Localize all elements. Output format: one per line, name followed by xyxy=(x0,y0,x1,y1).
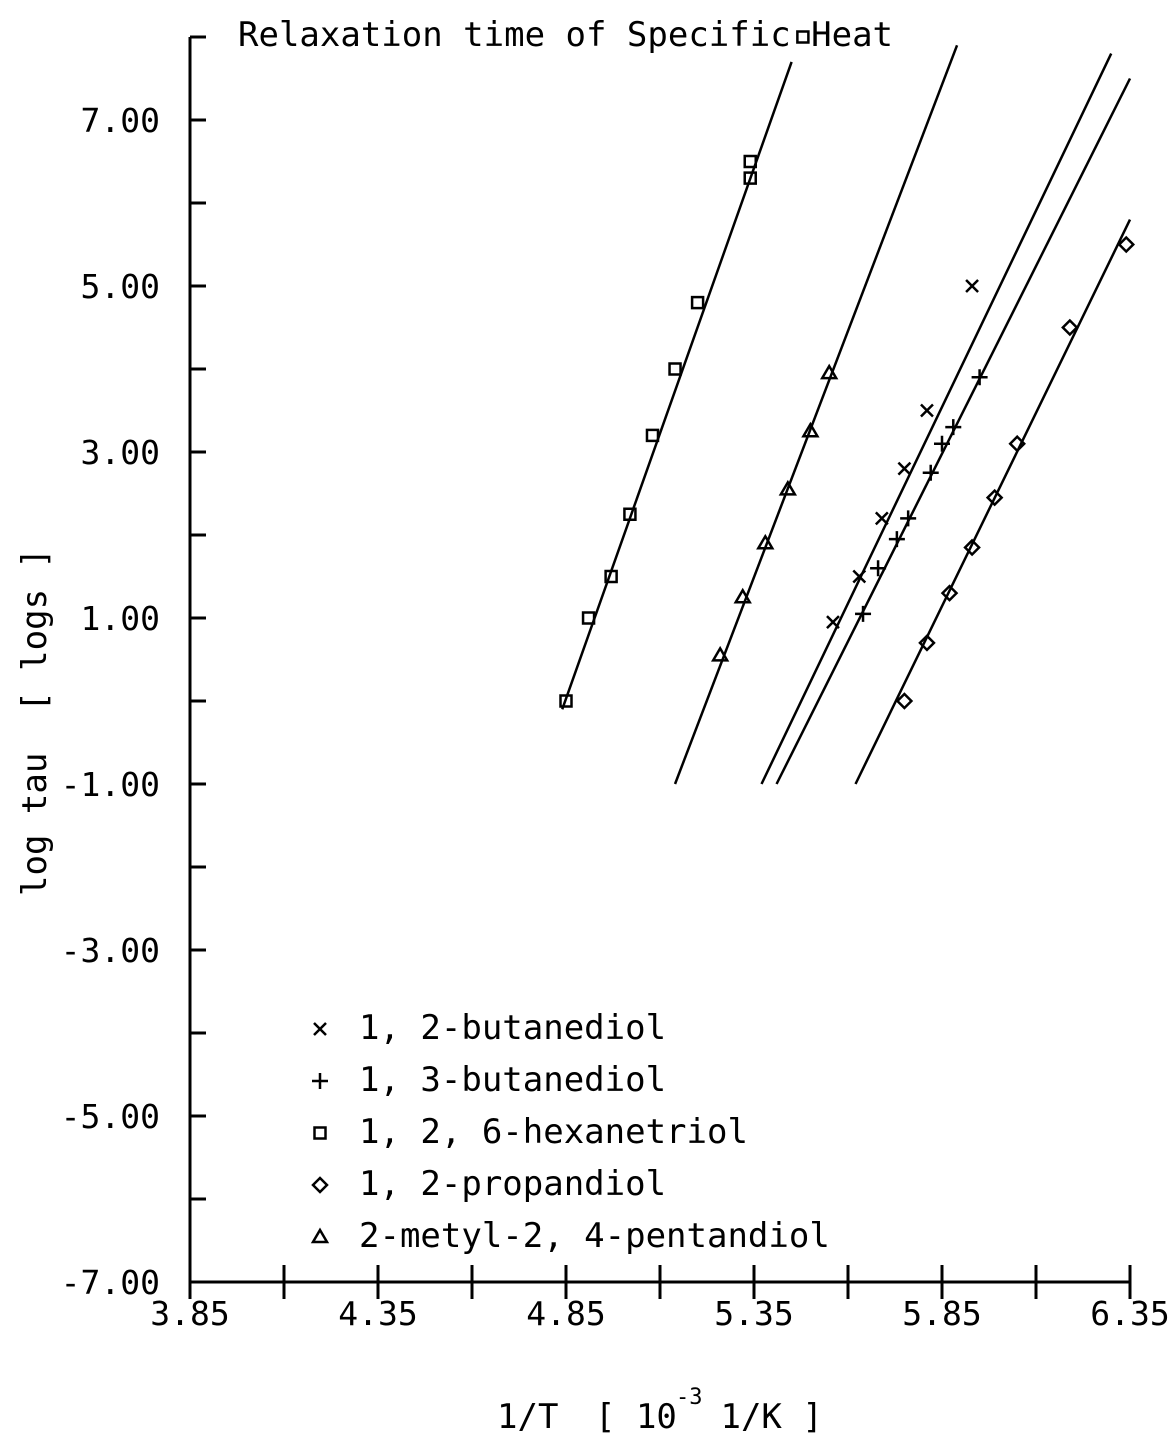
y-axis-ticks xyxy=(190,35,206,1284)
data-point xyxy=(870,560,887,577)
data-point xyxy=(756,533,775,550)
data-point xyxy=(778,479,798,496)
data-point xyxy=(855,605,872,622)
y-tick-label: 5.00 xyxy=(81,267,160,306)
legend: 1, 2-butanediol 1, 3-butanediol 1, 2, 6-he… xyxy=(310,1008,830,1256)
data-point xyxy=(668,362,682,376)
data-point xyxy=(796,30,810,44)
data-point xyxy=(733,587,752,604)
x-axis-unit-prefix: [ 10 xyxy=(595,1397,677,1437)
legend-item: 2-metyl-2, 4-pentandiol xyxy=(310,1216,830,1256)
legend-item: 1, 2-butanediol xyxy=(313,1008,666,1048)
data-point xyxy=(820,363,839,380)
fit-line xyxy=(760,53,1113,785)
y-tick-label: 3.00 xyxy=(81,433,160,472)
data-point xyxy=(963,538,981,557)
legend-label: 1, 2-propandiol xyxy=(359,1164,666,1204)
data-point xyxy=(743,154,757,169)
fit-lines xyxy=(561,44,1132,785)
y-tick-label: 1.00 xyxy=(81,599,160,638)
x-axis-unit-exponent: -3 xyxy=(676,1385,703,1410)
y-axis-label: log tau [ logs ] xyxy=(15,548,55,896)
data-point xyxy=(922,464,939,481)
legend-label: 1, 2, 6-hexanetriol xyxy=(359,1112,748,1152)
series-points xyxy=(559,30,810,708)
legend-item: 1, 2, 6-hexanetriol xyxy=(313,1112,748,1152)
series-points xyxy=(710,363,839,662)
x-axis-label: 1/T xyxy=(497,1397,558,1437)
data-markers xyxy=(559,30,1136,710)
series-points xyxy=(855,369,988,622)
legend-label: 2-metyl-2, 4-pentandiol xyxy=(359,1216,830,1256)
data-point xyxy=(971,369,988,386)
x-axis-tick-labels: 3.85 4.35 4.85 5.35 5.85 6.35 xyxy=(150,1294,1169,1333)
legend-marker xyxy=(313,1126,327,1140)
x-tick-label: 4.35 xyxy=(338,1294,417,1333)
legend-label: 1, 3-butanediol xyxy=(359,1060,666,1100)
x-axis-ticks xyxy=(188,1265,1132,1299)
x-tick-label: 3.85 xyxy=(150,1294,229,1333)
y-tick-label: -1.00 xyxy=(61,765,160,804)
axes: 7.00 5.00 3.00 1.00 -1.00 -3.00 -5.00 -7.00 3.8… xyxy=(61,35,1169,1333)
legend-marker xyxy=(312,1073,328,1089)
data-point xyxy=(965,279,979,293)
data-point xyxy=(559,694,573,708)
data-point xyxy=(874,511,889,526)
data-point xyxy=(581,611,596,625)
data-point xyxy=(888,531,905,548)
data-point xyxy=(900,510,917,527)
data-point xyxy=(801,421,820,438)
data-point xyxy=(934,435,950,452)
x-tick-label: 5.85 xyxy=(902,1294,981,1333)
legend-label: 1, 2-butanediol xyxy=(359,1008,666,1048)
data-point xyxy=(897,461,912,476)
data-point xyxy=(623,507,637,521)
legend-marker xyxy=(310,1227,330,1244)
data-point xyxy=(852,569,867,584)
data-point xyxy=(920,403,934,418)
legend-marker xyxy=(313,1022,327,1036)
data-point xyxy=(1117,235,1136,254)
data-point xyxy=(604,569,618,584)
fit-line xyxy=(561,61,793,710)
data-point xyxy=(895,692,914,710)
x-tick-label: 4.85 xyxy=(526,1294,605,1333)
legend-item: 1, 2-propandiol xyxy=(311,1164,666,1204)
x-axis-unit-suffix: 1/K ] xyxy=(700,1397,823,1437)
series-points xyxy=(826,279,979,630)
data-point xyxy=(918,634,936,652)
data-point xyxy=(1008,434,1026,453)
y-tick-label: 7.00 xyxy=(81,101,160,140)
data-point xyxy=(985,488,1004,507)
data-point xyxy=(1061,318,1079,337)
data-point xyxy=(945,419,962,436)
data-point xyxy=(940,584,959,602)
legend-item: 1, 3-butanediol xyxy=(312,1060,666,1100)
data-point xyxy=(743,171,757,185)
legend-marker xyxy=(311,1176,329,1194)
fit-line xyxy=(673,44,959,785)
y-tick-label: -5.00 xyxy=(61,1097,160,1136)
chart-title: Relaxation time of Specific Heat xyxy=(238,15,893,55)
series-points xyxy=(895,235,1136,710)
data-point xyxy=(690,295,705,310)
data-point xyxy=(710,645,730,662)
y-tick-label: -7.00 xyxy=(61,1263,160,1302)
y-axis-tick-labels: 7.00 5.00 3.00 1.00 -1.00 -3.00 -5.00 -7.00 xyxy=(61,101,160,1302)
x-tick-label: 6.35 xyxy=(1090,1294,1169,1333)
y-tick-label: -3.00 xyxy=(61,931,160,970)
data-point xyxy=(826,615,840,630)
data-point xyxy=(645,428,660,443)
x-tick-label: 5.35 xyxy=(714,1294,793,1333)
